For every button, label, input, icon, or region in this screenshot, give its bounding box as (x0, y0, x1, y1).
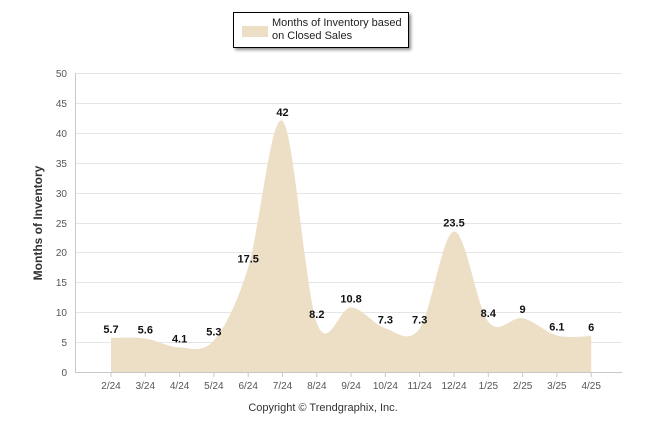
legend-swatch (242, 26, 268, 37)
data-label: 17.5 (237, 253, 258, 265)
x-tick-label: 5/24 (204, 381, 224, 392)
y-tick-label: 35 (56, 159, 68, 170)
x-tick-label: 3/25 (547, 381, 567, 392)
x-tick-label: 11/24 (408, 381, 433, 392)
data-label: 5.7 (103, 324, 118, 336)
x-tick-label: 2/25 (513, 381, 533, 392)
data-label: 10.8 (340, 293, 361, 305)
data-label: 7.3 (378, 314, 393, 326)
gridlines (75, 73, 622, 373)
x-tick-label: 1/25 (479, 381, 499, 392)
data-label: 4.1 (172, 333, 187, 345)
x-tick-label: 8/24 (307, 381, 327, 392)
x-tick-label: 9/24 (341, 381, 361, 392)
data-label: 5.6 (138, 325, 153, 337)
y-tick-label: 45 (56, 99, 68, 110)
legend: Months of Inventory based on Closed Sale… (233, 12, 409, 48)
x-tick-label: 2/24 (101, 381, 121, 392)
data-label: 5.3 (206, 326, 221, 338)
y-axis-title: Months of Inventory (31, 165, 45, 280)
series-area (111, 120, 592, 372)
y-tick-label: 50 (56, 69, 68, 80)
y-tick-label: 15 (56, 278, 68, 289)
y-tick-label: 25 (56, 219, 68, 230)
axes: 0 5 10 15 20 25 30 35 40 45 50 2/24 3/24 4/24 5/24 6/24… (56, 69, 601, 392)
y-tick-label: 5 (61, 338, 67, 349)
y-tick-label: 0 (61, 368, 67, 379)
area-series (111, 120, 592, 372)
data-label: 6 (588, 322, 594, 334)
data-label: 8.4 (481, 308, 497, 320)
data-label: 42 (276, 107, 288, 119)
y-tick-label: 30 (56, 189, 68, 200)
y-tick-label: 40 (56, 129, 68, 140)
x-tick-label: 4/24 (170, 381, 190, 392)
y-tick-label: 10 (56, 308, 68, 319)
x-tick-label: 6/24 (238, 381, 258, 392)
x-tick-label: 3/24 (136, 381, 156, 392)
x-tick-label: 12/24 (441, 381, 466, 392)
data-label: 6.1 (549, 322, 564, 334)
data-label: 23.5 (443, 217, 464, 229)
x-tick-label: 4/25 (581, 381, 601, 392)
legend-label: Months of Inventory based on Closed Sale… (272, 17, 402, 42)
x-tick-label: 10/24 (373, 381, 398, 392)
copyright-text: Copyright © Trendgraphix, Inc. (248, 402, 398, 414)
data-label: 9 (520, 304, 526, 316)
data-labels: 5.7 5.6 4.1 5.3 17.5 42 8.2 10.8 7.3 7.3 23.5 8.4 9 6… (103, 107, 594, 346)
data-label: 8.2 (309, 309, 324, 321)
x-tick-label: 7/24 (273, 381, 293, 392)
y-tick-label: 20 (56, 248, 68, 259)
data-label: 7.3 (412, 314, 427, 326)
